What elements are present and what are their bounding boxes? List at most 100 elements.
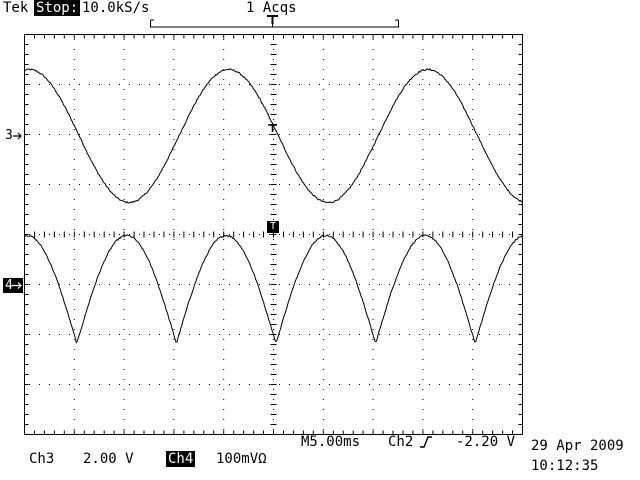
- graticule-dot: [89, 234, 90, 235]
- graticule-dot: [322, 69, 324, 70]
- graticule-dot: [279, 134, 280, 135]
- graticule-dot: [389, 134, 390, 135]
- graticule-dot: [73, 199, 75, 200]
- graticule-dot: [209, 84, 210, 85]
- graticule-dot: [322, 289, 324, 290]
- graticule-dot: [123, 109, 125, 110]
- graticule-dot: [399, 334, 400, 335]
- graticule-dot: [73, 99, 75, 100]
- graticule-dot: [89, 134, 90, 135]
- graticule-dot: [372, 289, 374, 290]
- graticule-dot: [273, 399, 274, 400]
- graticule-dot: [99, 184, 100, 185]
- graticule-dot: [472, 329, 474, 330]
- graticule-dot: [269, 234, 270, 235]
- graticule-dot: [173, 119, 175, 120]
- graticule-dot: [73, 159, 75, 160]
- graticule-dot: [449, 284, 450, 285]
- graticule-dot: [379, 234, 380, 235]
- graticule-dot: [489, 184, 490, 185]
- graticule-dot: [319, 234, 320, 235]
- graticule-dot: [49, 84, 50, 85]
- graticule-dot: [73, 269, 75, 270]
- time-readout: 10:12:35: [531, 458, 599, 474]
- graticule-dot: [273, 309, 274, 310]
- graticule-dot: [379, 84, 380, 85]
- graticule-dot: [73, 69, 75, 70]
- graticule-dot: [359, 134, 360, 135]
- graticule-dot: [59, 334, 60, 335]
- graticule-dot: [419, 384, 420, 385]
- ch4-ground-marker: 4: [5, 278, 13, 293]
- graticule-dot: [239, 334, 240, 335]
- graticule-dot: [179, 234, 180, 235]
- graticule-dot: [223, 219, 225, 220]
- graticule-dot: [99, 334, 100, 335]
- graticule-dot: [499, 134, 500, 135]
- graticule-dot: [123, 49, 125, 50]
- graticule-dot: [273, 269, 274, 270]
- graticule-dot: [189, 184, 190, 185]
- graticule-dot: [372, 279, 374, 280]
- graticule-dot: [299, 184, 300, 185]
- graticule-dot: [29, 84, 30, 85]
- graticule-dot: [229, 384, 230, 385]
- graticule-dot: [372, 159, 374, 160]
- graticule-dot: [173, 359, 175, 360]
- graticule-dot: [422, 219, 424, 220]
- graticule-dot: [322, 189, 324, 190]
- graticule-dot: [39, 84, 40, 85]
- graticule-dot: [472, 419, 474, 420]
- graticule-dot: [372, 429, 374, 430]
- graticule-dot: [322, 399, 324, 400]
- graticule-dot: [109, 384, 110, 385]
- graticule-dot: [189, 84, 190, 85]
- graticule-dot: [329, 384, 330, 385]
- graticule-dot: [449, 334, 450, 335]
- graticule-dot: [123, 349, 125, 350]
- graticule-dot: [89, 334, 90, 335]
- graticule-dot: [209, 134, 210, 135]
- graticule-dot: [189, 134, 190, 135]
- graticule-dot: [422, 379, 424, 380]
- graticule-dot: [173, 299, 175, 300]
- graticule-dot: [159, 334, 160, 335]
- ch4-scale: 100mVΩ: [216, 451, 267, 467]
- graticule-dot: [189, 234, 190, 235]
- graticule-dot: [429, 284, 430, 285]
- graticule-dot: [372, 69, 374, 70]
- graticule-dot: [73, 279, 75, 280]
- graticule-dot: [479, 334, 480, 335]
- graticule-dot: [439, 184, 440, 185]
- graticule-dot: [472, 399, 474, 400]
- graticule-dot: [223, 59, 225, 60]
- graticule-dot: [319, 134, 320, 135]
- graticule-dot: [123, 169, 125, 170]
- graticule-dot: [449, 134, 450, 135]
- graticule-dot: [219, 184, 220, 185]
- graticule-dot: [472, 359, 474, 360]
- graticule-dot: [123, 369, 125, 370]
- graticule-dot: [349, 234, 350, 235]
- graticule-dot: [123, 219, 125, 220]
- graticule-dot: [359, 284, 360, 285]
- graticule-dot: [223, 409, 225, 410]
- graticule-dot: [422, 209, 424, 210]
- graticule-dot: [49, 184, 50, 185]
- graticule-dot: [69, 234, 70, 235]
- graticule-dot: [149, 384, 150, 385]
- graticule-dot: [199, 84, 200, 85]
- graticule-dot: [372, 169, 374, 170]
- graticule-dot: [372, 99, 374, 100]
- graticule-dot: [422, 89, 424, 90]
- graticule-dot: [29, 234, 30, 235]
- graticule-dot: [223, 259, 225, 260]
- graticule-dot: [169, 384, 170, 385]
- graticule-dot: [499, 334, 500, 335]
- graticule-dot: [509, 134, 510, 135]
- graticule-dot: [223, 139, 225, 140]
- graticule-dot: [259, 334, 260, 335]
- graticule-dot: [123, 289, 125, 290]
- graticule-dot: [372, 419, 374, 420]
- graticule-dot: [223, 279, 225, 280]
